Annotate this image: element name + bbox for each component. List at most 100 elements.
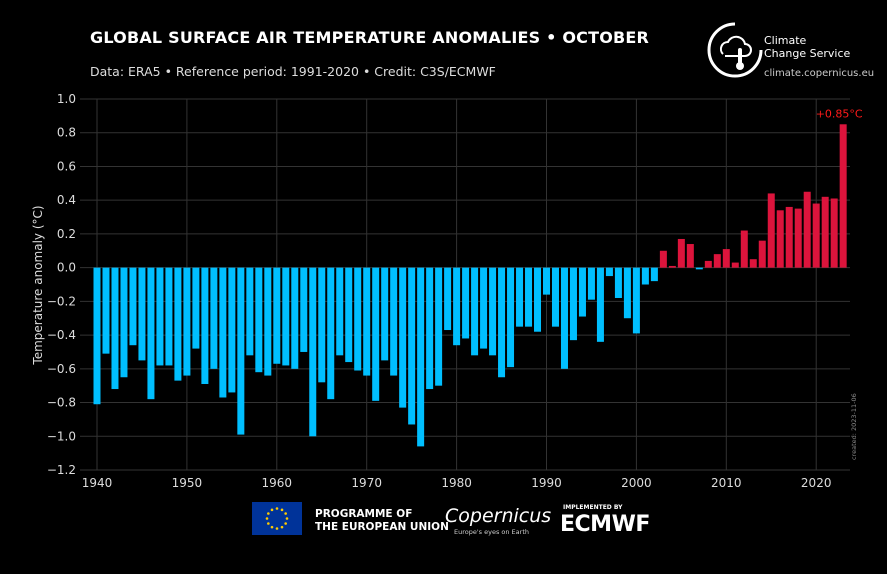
bar-1955	[228, 267, 236, 393]
x-tick-label: 1940	[82, 476, 113, 490]
bar-1982	[471, 267, 479, 356]
bar-1972	[381, 267, 389, 361]
eu-flag-logo	[252, 502, 302, 535]
bar-1987	[516, 267, 524, 327]
bar-1957	[246, 267, 254, 356]
bar-1990	[543, 267, 550, 295]
eu-star	[280, 508, 284, 512]
bar-1985	[498, 267, 506, 378]
bar-1944	[129, 267, 137, 346]
x-tick-label: 1970	[351, 476, 382, 490]
bar-1959	[264, 267, 272, 376]
bar-1954	[219, 267, 227, 398]
bar-2009	[713, 254, 721, 268]
bar-1961	[282, 267, 290, 366]
bar-1968	[345, 267, 353, 363]
bar-1994	[578, 267, 586, 317]
eu-line2: THE EUROPEAN UNION	[315, 521, 449, 533]
bar-1960	[273, 267, 281, 364]
y-tick-label: −0.4	[47, 328, 76, 342]
bar-1988	[525, 267, 533, 327]
bar-1999	[623, 267, 631, 319]
bar-1971	[372, 267, 380, 401]
bar-2002	[650, 267, 658, 282]
bar-1991	[551, 267, 559, 327]
x-tick-label: 2020	[801, 476, 832, 490]
bar-1978	[435, 267, 443, 386]
bar-2019	[803, 191, 811, 268]
x-tick-label: 2000	[621, 476, 652, 490]
bar-2011	[731, 262, 739, 268]
eu-star	[275, 527, 279, 530]
y-axis-label: Temperature anomaly (°C)	[31, 205, 45, 365]
implemented-by-label: IMPLEMENTED BY	[563, 504, 623, 511]
brand-name-line1: Climate	[764, 34, 807, 47]
ecmwf-logo: ECMWF	[560, 512, 650, 537]
y-tick-label: −0.2	[47, 294, 76, 308]
bar-1973	[390, 267, 398, 376]
bar-1965	[318, 267, 326, 383]
bar-1951	[192, 267, 200, 349]
bar-1941	[102, 267, 110, 354]
bar-1945	[138, 267, 146, 361]
y-tick-label: 0.4	[57, 193, 76, 207]
bar-1986	[507, 267, 515, 368]
eu-star	[270, 525, 274, 529]
bar-2018	[794, 208, 802, 268]
y-tick-label: −0.6	[47, 362, 76, 376]
y-tick-label: −1.0	[47, 429, 76, 443]
bar-1967	[336, 267, 344, 356]
bar-1983	[480, 267, 488, 349]
y-tick-label: 0.6	[57, 159, 76, 173]
bar-1956	[237, 267, 245, 435]
created-date: created: 2023-11-06	[850, 393, 858, 460]
bar-1981	[462, 267, 470, 339]
eu-star	[284, 512, 287, 515]
bar-1946	[147, 267, 155, 400]
bar-2005	[677, 238, 685, 268]
bar-1950	[183, 267, 191, 376]
y-tick-label: 0.2	[57, 227, 76, 241]
bar-2022	[830, 198, 838, 268]
bar-1975	[408, 267, 416, 425]
bar-1966	[327, 267, 335, 400]
bar-2006	[686, 244, 694, 268]
bar-1969	[354, 267, 362, 371]
bar-1980	[453, 267, 461, 346]
chart-subtitle: Data: ERA5 • Reference period: 1991-2020…	[90, 64, 496, 79]
bar-2013	[749, 259, 757, 268]
y-tick-label: −1.2	[47, 463, 76, 477]
bar-1943	[120, 267, 128, 378]
bar-1948	[165, 267, 173, 366]
eu-star	[267, 512, 270, 515]
bar-1964	[309, 267, 317, 437]
bar-1963	[300, 267, 308, 352]
x-tick-label: 1990	[531, 476, 562, 490]
copernicus-logo: Copernicus	[445, 505, 552, 527]
bar-1958	[255, 267, 263, 373]
eu-star	[280, 525, 284, 529]
climate-change-service-logo	[707, 22, 763, 78]
bar-2023	[839, 124, 847, 268]
y-tick-label: −0.8	[47, 396, 76, 410]
bar-2020	[812, 203, 820, 268]
bar-2003	[659, 250, 667, 268]
bar-1952	[201, 267, 209, 384]
bar-1995	[587, 267, 595, 300]
chart-title: GLOBAL SURFACE AIR TEMPERATURE ANOMALIES…	[90, 28, 650, 47]
bar-2017	[785, 206, 793, 268]
bar-1993	[569, 267, 577, 341]
x-tick-label: 1950	[172, 476, 203, 490]
bar-2010	[722, 249, 730, 268]
brand-url[interactable]: climate.copernicus.eu	[764, 68, 875, 79]
bar-2004	[668, 265, 676, 268]
bar-1947	[156, 267, 164, 366]
bar-2012	[740, 230, 748, 268]
bar-2000	[632, 267, 640, 334]
bar-1970	[363, 267, 371, 376]
bar-2008	[704, 260, 712, 268]
bar-1976	[417, 267, 425, 447]
bar-1953	[210, 267, 218, 369]
bar-1942	[111, 267, 119, 390]
